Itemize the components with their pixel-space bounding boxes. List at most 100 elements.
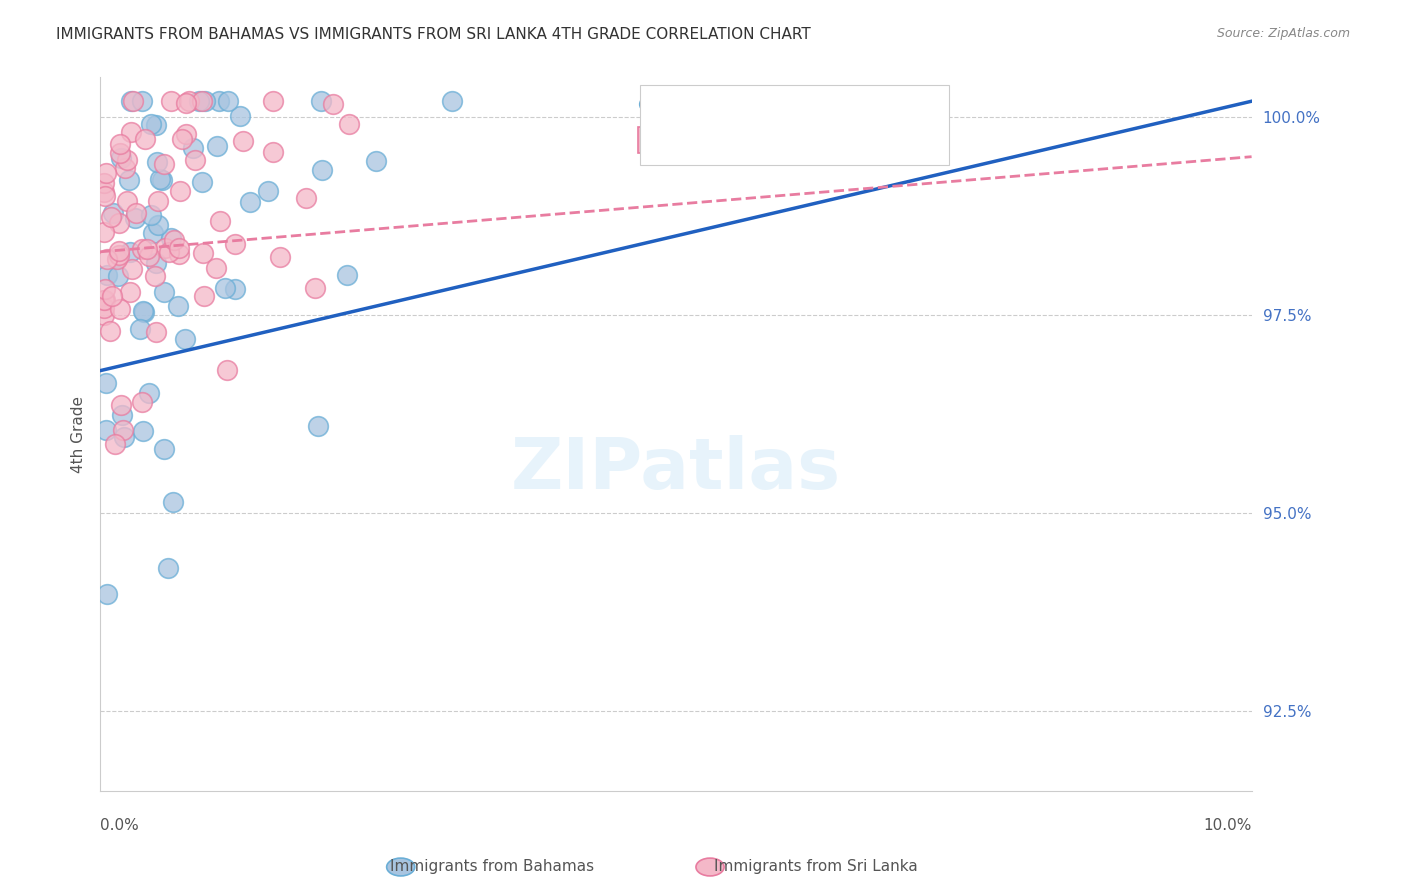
Point (100, 325, 122, 339)
Point (224, 281, 246, 295)
Point (160, 230, 183, 244)
Text: 0.0%: 0.0% (100, 819, 139, 833)
Point (100, 210, 122, 224)
Point (114, 161, 136, 175)
Point (157, 561, 180, 575)
Circle shape (696, 858, 724, 876)
Point (115, 153, 138, 168)
Point (145, 154, 167, 169)
Point (110, 136, 132, 151)
Point (153, 285, 176, 300)
Point (162, 495, 184, 509)
Point (172, 132, 194, 146)
Point (232, 134, 254, 148)
Point (134, 305, 156, 319)
Point (93, 293, 115, 307)
Point (239, 194, 262, 209)
Point (96, 587, 118, 601)
FancyBboxPatch shape (638, 127, 675, 153)
Point (295, 190, 318, 204)
Point (193, 246, 215, 260)
Point (132, 303, 155, 318)
Point (307, 419, 329, 434)
Point (96, 252, 118, 266)
Point (132, 425, 155, 439)
Point (94, 293, 117, 307)
Point (205, 261, 228, 276)
Point (96, 376, 118, 390)
Text: Immigrants from Bahamas: Immigrants from Bahamas (389, 859, 595, 874)
Text: IMMIGRANTS FROM BAHAMAS VS IMMIGRANTS FROM SRI LANKA 4TH GRADE CORRELATION CHART: IMMIGRANTS FROM BAHAMAS VS IMMIGRANTS FR… (56, 27, 811, 42)
Point (112, 430, 135, 444)
Point (121, 262, 143, 277)
Point (108, 146, 131, 161)
Text: Source: ZipAtlas.com: Source: ZipAtlas.com (1216, 27, 1350, 40)
Point (93, 185, 115, 199)
Point (94, 282, 117, 296)
Point (163, 233, 186, 247)
Text: R = 0.442   N = 53: R = 0.442 N = 53 (688, 97, 832, 112)
Point (366, 154, 388, 169)
Point (256, 185, 278, 199)
Point (173, 332, 195, 346)
Point (118, 244, 141, 259)
Point (215, 363, 238, 377)
Point (94, 166, 117, 180)
Point (209, 213, 232, 227)
Point (191, 175, 214, 189)
Circle shape (640, 94, 673, 115)
Point (103, 206, 125, 220)
Point (143, 269, 166, 284)
Point (110, 151, 132, 165)
Point (194, 94, 217, 108)
Point (322, 96, 344, 111)
Point (139, 116, 162, 130)
Point (93, 225, 115, 239)
Point (311, 162, 333, 177)
Point (111, 423, 134, 437)
Point (96, 268, 118, 282)
Point (169, 184, 191, 198)
Point (167, 241, 190, 255)
Point (157, 245, 180, 260)
Point (131, 94, 153, 108)
Point (141, 208, 163, 222)
Point (167, 247, 190, 261)
Point (228, 109, 250, 123)
Point (129, 321, 152, 335)
Point (174, 127, 197, 141)
Point (124, 211, 146, 225)
Text: ZIPatlas: ZIPatlas (510, 435, 841, 504)
Point (108, 244, 131, 258)
Point (177, 94, 200, 108)
Point (337, 117, 360, 131)
Point (191, 94, 214, 108)
Point (122, 94, 145, 108)
Point (224, 236, 246, 251)
Point (187, 94, 209, 108)
Point (94, 189, 117, 203)
Point (304, 281, 326, 295)
Point (153, 241, 176, 255)
Point (262, 145, 284, 160)
Point (93, 177, 115, 191)
Point (262, 94, 284, 108)
Point (217, 94, 239, 108)
Point (214, 281, 236, 295)
Point (193, 288, 215, 302)
Point (181, 141, 204, 155)
Point (153, 157, 176, 171)
Point (110, 399, 132, 413)
Point (93, 308, 115, 322)
Point (105, 252, 128, 266)
Point (148, 218, 170, 232)
Point (120, 125, 142, 139)
Point (174, 96, 197, 111)
Point (207, 94, 229, 108)
Point (111, 409, 134, 423)
Point (108, 248, 131, 262)
Point (115, 194, 138, 208)
Point (184, 153, 207, 168)
Point (205, 139, 228, 153)
Text: 10.0%: 10.0% (1204, 819, 1251, 833)
